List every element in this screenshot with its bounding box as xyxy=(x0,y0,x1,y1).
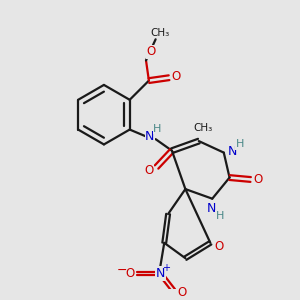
Text: O: O xyxy=(214,240,224,253)
Text: +: + xyxy=(162,263,170,273)
Text: CH₃: CH₃ xyxy=(193,123,212,133)
Text: O: O xyxy=(144,164,154,177)
Text: N: N xyxy=(145,130,154,143)
Text: CH₃: CH₃ xyxy=(151,28,170,38)
Text: O: O xyxy=(177,286,186,299)
Text: O: O xyxy=(254,173,263,186)
Text: O: O xyxy=(125,267,134,280)
Text: O: O xyxy=(146,45,155,58)
Text: −: − xyxy=(117,264,127,277)
Text: O: O xyxy=(171,70,180,83)
Text: N: N xyxy=(207,202,216,215)
Text: N: N xyxy=(156,267,165,280)
Text: H: H xyxy=(236,139,244,149)
Text: H: H xyxy=(153,124,162,134)
Text: H: H xyxy=(216,211,224,221)
Text: N: N xyxy=(228,145,237,158)
